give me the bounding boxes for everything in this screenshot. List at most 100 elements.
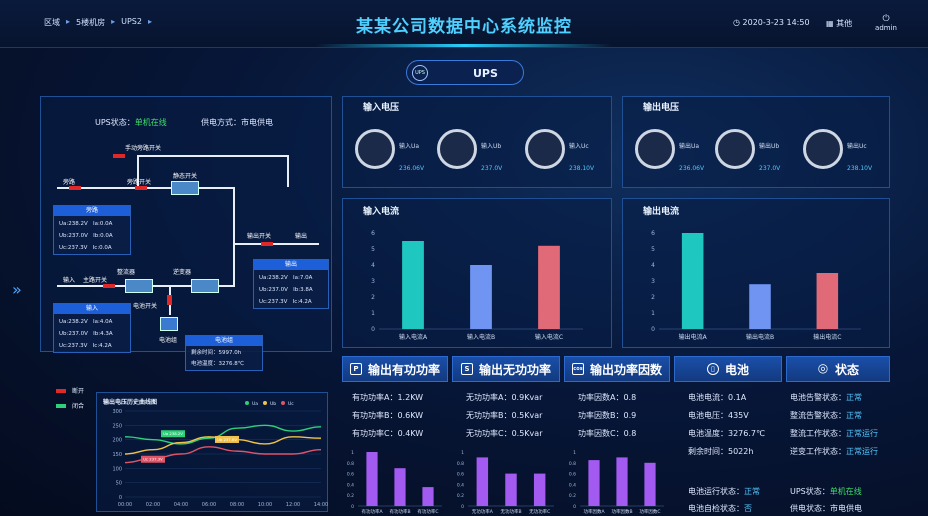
battery-box-rows: 剩余时间：5997.0h 电池温度：3276.8℃ (186, 346, 262, 372)
device-selector[interactable]: UPS UPS (406, 60, 524, 85)
breadcrumb-area[interactable]: 区域 (44, 18, 60, 27)
tab-label: 输出有功功率 (367, 362, 440, 377)
gauge-icon (715, 129, 755, 169)
bar (616, 457, 628, 506)
wire (233, 187, 235, 245)
breaker-icon (135, 186, 147, 190)
tab-status[interactable]: ◎ 状态 (786, 356, 890, 382)
clock-icon: ◷ (733, 18, 743, 27)
gauge-icon (437, 129, 477, 169)
bar (470, 265, 492, 329)
y-tick-label: 0.8 (569, 461, 576, 467)
value: Uc:237.3V (259, 299, 288, 305)
power-factor-b: 功率因数B：0.9 (578, 411, 637, 420)
breadcrumb: 区域 ▸ 5楼机房 ▸ UPS2 ▸ (44, 17, 152, 28)
breaker-icon (167, 295, 172, 305)
active-power-a: 有功功率A：1.2KW (352, 393, 424, 402)
gauge-value: 238.10V (569, 165, 595, 172)
output-switch-label: 输出开关 (247, 233, 272, 240)
bypass-switch-label: 旁路开关 (127, 179, 152, 186)
legend-on: 闭合 (56, 401, 84, 410)
battery-box-title: 电池组 (186, 336, 262, 346)
ups-status-label: UPS状态： (95, 118, 135, 127)
value: 单机在线 (829, 487, 862, 496)
tab-power-factor[interactable]: cos 输出功率因数 (564, 356, 670, 382)
x-tick-label: 有功功率C (417, 508, 438, 515)
rectifier-label: 整流器 (117, 269, 136, 276)
label: 供电状态： (790, 504, 830, 513)
history-title: 输出电压历史曲线图 (103, 399, 158, 406)
x-tick-label: 无功功率A (472, 508, 494, 515)
tab-battery[interactable]: ▯ 电池 (674, 356, 782, 382)
value: Uc:237.3V (59, 245, 88, 251)
other-label: 其他 (836, 19, 853, 28)
battery-run-state: 电池运行状态：正常 (688, 486, 760, 497)
history-line-chart: 300 250 200 150 100 50 000:00 02:00 04:00 06:00 08… (112, 401, 328, 508)
power-factor-c: 功率因数C：0.8 (578, 429, 637, 438)
value: Ua:238.2V (59, 319, 88, 325)
power-p-icon: P (349, 363, 362, 375)
gauge-label: 输入Ub (481, 143, 502, 150)
gauge-icon (803, 129, 843, 169)
tab-active-power[interactable]: P 输出有功功率 (342, 356, 448, 382)
y-tick-label: 0 (461, 504, 464, 510)
y-tick-label: 50 (116, 481, 122, 487)
y-tick-label: 0 (119, 495, 122, 501)
title-underline (316, 44, 612, 47)
battery-label: 电池组 (159, 337, 178, 344)
y-tick-label: 100 (112, 466, 122, 472)
expand-arrow-icon[interactable]: » (12, 280, 22, 299)
y-tick-label: 0.6 (457, 472, 464, 478)
datetime-text: 2020-3-23 14:50 (742, 18, 810, 27)
battery-temperature: 电池温度：3276.7℃ (688, 429, 765, 438)
active-power-c: 有功功率C：0.4KW (352, 429, 424, 438)
gauge-icon (525, 129, 565, 169)
breadcrumb-device[interactable]: UPS2 (121, 17, 142, 26)
x-tick-label: 输出电流C (813, 333, 841, 341)
value: Uc:237.3V (59, 343, 88, 349)
value: Ic:0.0A (92, 245, 112, 251)
power-icon: ⏻ (882, 14, 890, 24)
x-tick-label: 有功功率B (389, 508, 410, 515)
bar (394, 468, 406, 506)
value: 否 (744, 504, 752, 513)
battery-remaining: 剩余时间：5022h (688, 447, 754, 456)
chevron-right-icon: ▸ (66, 17, 71, 26)
gauge-icon (635, 129, 675, 169)
other-menu[interactable]: ▦ 其他 (826, 18, 852, 29)
tab-label: 电池 (724, 362, 749, 377)
grid-icon: ▦ (826, 19, 837, 28)
status-item: 整流告警状态：正常 (790, 410, 862, 421)
y-tick-label: 1 (371, 310, 375, 317)
gauge-label: 输出Uc (847, 143, 867, 150)
x-tick-label: 10:00 (258, 502, 272, 508)
y-tick-label: 0.4 (569, 482, 576, 488)
tab-reactive-power[interactable]: S 输出无功功率 (452, 356, 560, 382)
bar (644, 462, 656, 506)
ups-diagram-panel: UPS状态：单机在线 供电方式：市电供电 手动旁路开关 旁路 旁路开关 静态开关… (40, 96, 332, 371)
value-tag (161, 430, 185, 438)
gauge-label: 输入Uc (569, 143, 589, 150)
input-box-title: 输入 (54, 304, 130, 314)
y-tick-label: 0.4 (457, 482, 464, 488)
bar (402, 241, 424, 329)
value: Ub:237.0V (59, 331, 88, 337)
input-box-rows: Ua:238.2V Ia:4.0A Ub:237.0V Ib:4.3A Uc:2… (54, 314, 130, 354)
legend-on-label: 闭合 (72, 403, 85, 410)
gauge-icon (355, 129, 395, 169)
breadcrumb-room[interactable]: 5楼机房 (76, 18, 106, 27)
user-menu[interactable]: ⏻ admin (874, 14, 898, 32)
value-tag-label: Ua 238.2V (163, 431, 183, 436)
y-tick-label: 6 (371, 230, 375, 237)
y-tick-label: 0.8 (457, 461, 464, 467)
value: 正常运行 (846, 447, 878, 456)
legend-label: Ub (270, 401, 276, 407)
bar (588, 460, 600, 506)
value: Ia:7.0A (293, 275, 313, 281)
y-tick-label: 150 (112, 452, 122, 458)
rectifier-icon (125, 279, 153, 293)
bar (505, 473, 517, 506)
y-tick-label: 3 (371, 278, 375, 285)
value: 正常运行 (846, 429, 878, 438)
x-tick-label: 08:00 (230, 502, 244, 508)
